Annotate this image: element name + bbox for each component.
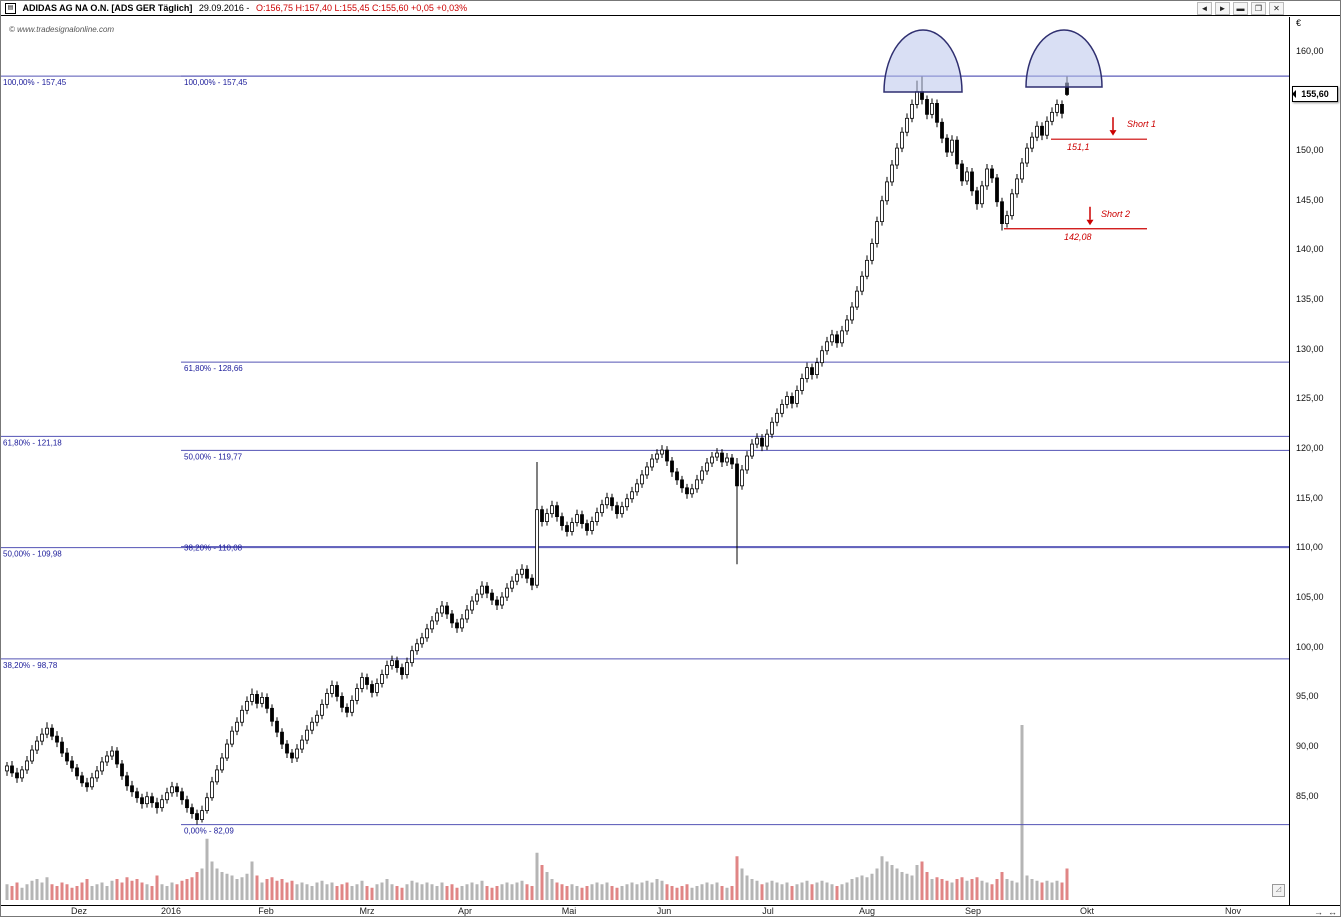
price-axis-label: 145,00 (1296, 194, 1324, 205)
svg-text:61,80% - 121,18: 61,80% - 121,18 (3, 438, 62, 447)
last-price-tag: 155,60 (1292, 86, 1338, 103)
svg-text:61,80% - 128,66: 61,80% - 128,66 (184, 364, 243, 373)
price-axis[interactable]: € 160,00 150,00 145,00 140,00 135,00 130,00 12… (1289, 17, 1340, 905)
price-axis-label: 125,00 (1296, 393, 1324, 404)
time-axis-label: Mai (561, 906, 577, 916)
restore-button[interactable]: ❐ (1251, 2, 1266, 15)
price-axis-label: 150,00 (1296, 145, 1324, 156)
time-axis-label: Feb (258, 906, 274, 916)
titlebar[interactable]: ▤ ADIDAS AG NA O.N. [ADS GER Täglich] 29… (1, 1, 1340, 16)
price-axis-label: 130,00 (1296, 343, 1324, 354)
fib-labels-layer: 100,00% - 157,45 61,80% - 121,18 50,00% - … (3, 78, 248, 836)
price-chart-canvas[interactable]: 151,1 Short 1 142,08 Short 2 100,00% - 157,4… (1, 17, 1289, 905)
price-axis-label: 135,00 (1296, 294, 1324, 305)
svg-text:Short 2: Short 2 (1101, 209, 1130, 219)
fit-width-icon[interactable]: ↔ (1328, 907, 1337, 917)
price-axis-label: 95,00 (1296, 691, 1319, 702)
time-axis-label: Apr (457, 906, 472, 916)
price-axis-label: 160,00 (1296, 45, 1324, 56)
last-price-value: 155,60 (1301, 89, 1329, 100)
time-axis-label: Okt (1079, 906, 1094, 916)
svg-text:142,08: 142,08 (1064, 232, 1092, 242)
svg-text:151,1: 151,1 (1067, 142, 1090, 152)
time-axis-label: Sep (964, 906, 981, 916)
svg-text:50,00% - 119,77: 50,00% - 119,77 (184, 452, 243, 461)
svg-text:50,00% - 109,98: 50,00% - 109,98 (3, 550, 62, 559)
time-axis-corner: → ↔ (1314, 906, 1337, 917)
window-controls: ◄ ► ▬ ❐ ✕ (1197, 1, 1284, 16)
price-axis-label: 120,00 (1296, 443, 1324, 454)
svg-text:38,20% - 110,08: 38,20% - 110,08 (184, 544, 243, 553)
fib-lines-layer (1, 75, 1289, 826)
price-axis-label: 100,00 (1296, 641, 1324, 652)
svg-text:0,00% - 82,09: 0,00% - 82,09 (184, 827, 234, 836)
watermark: © www.tradesignalonline.com (9, 25, 115, 34)
scroll-right-button[interactable]: ► (1215, 2, 1230, 15)
volume-layer (5, 725, 1069, 900)
svg-text:100,00% - 157,45: 100,00% - 157,45 (184, 78, 248, 87)
price-axis-label: 110,00 (1296, 542, 1323, 553)
time-axis-label: Aug (858, 906, 875, 916)
pattern-arcs-layer (883, 29, 1103, 93)
short-annotations-layer: 151,1 Short 1 142,08 Short 2 (1004, 117, 1156, 242)
time-axis-label: Jul (762, 906, 774, 916)
chart-window-icon: ▤ (5, 3, 16, 15)
svg-text:100,00% - 157,45: 100,00% - 157,45 (3, 78, 67, 87)
price-axis-label: 85,00 (1296, 790, 1319, 801)
candles-layer (5, 76, 1069, 825)
minimize-button[interactable]: ▬ (1233, 2, 1248, 15)
quote-ohlc: O:156,75 H:157,40 L:155,45 C:155,60 +0,0… (255, 3, 468, 13)
scroll-left-button[interactable]: ◄ (1197, 2, 1212, 15)
instrument-title: ADIDAS AG NA O.N. [ADS GER Täglich] (22, 3, 193, 13)
chart-scale-button[interactable]: ◿ (1272, 884, 1285, 897)
time-axis[interactable]: Dez 2016 Feb Mrz Apr Mai Jun Jul Aug Sep Okt Nov → … (1, 905, 1340, 917)
svg-text:Short 1: Short 1 (1127, 119, 1156, 129)
time-axis-label: 2016 (160, 906, 182, 916)
quote-date: 29.09.2016 - (198, 3, 250, 13)
currency-label: € (1296, 18, 1302, 28)
scroll-right-icon[interactable]: → (1314, 907, 1323, 917)
close-button[interactable]: ✕ (1269, 2, 1284, 15)
svg-text:38,20% - 98,78: 38,20% - 98,78 (3, 661, 58, 670)
price-axis-label: 140,00 (1296, 244, 1324, 255)
time-axis-label: Nov (1224, 906, 1241, 916)
time-axis-label: Mrz (359, 906, 375, 916)
price-axis-label: 90,00 (1296, 741, 1319, 752)
time-axis-label: Dez (70, 906, 87, 916)
time-axis-label: Jun (656, 906, 672, 916)
chart-plot-area[interactable]: 151,1 Short 1 142,08 Short 2 100,00% - 157,4… (1, 17, 1289, 905)
price-axis-label: 115,00 (1296, 492, 1323, 503)
price-axis-label: 105,00 (1296, 592, 1324, 603)
